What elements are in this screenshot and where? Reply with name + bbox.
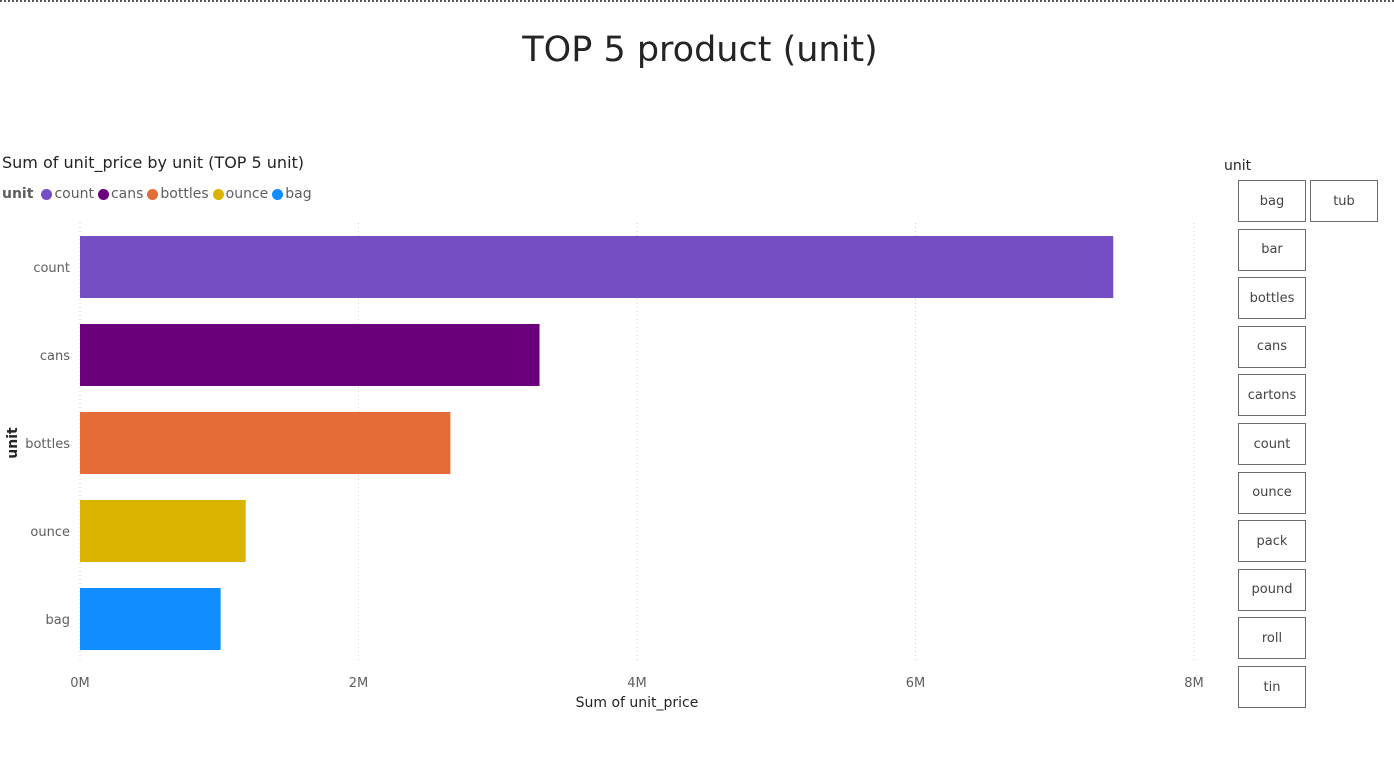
bar-chart: 0M 2M 4M 6M 8M count cans bottles ounce bag Sum of… <box>5 223 1204 711</box>
legend-item-ounce[interactable]: ounce <box>212 186 269 202</box>
slicer-item-ounce[interactable]: ounce <box>1238 471 1306 514</box>
y-tick-label: cans <box>40 349 70 364</box>
slicer-item-pound[interactable]: pound <box>1238 568 1306 611</box>
legend-marker-icon <box>272 188 284 200</box>
legend-item-bottles[interactable]: bottles <box>147 186 209 202</box>
slicer-item-cans[interactable]: cans <box>1238 325 1306 368</box>
x-axis-title: Sum of unit_price <box>576 695 699 711</box>
legend-label: cans <box>110 186 144 202</box>
legend-marker-icon <box>147 188 159 200</box>
x-tick-label: 6M <box>906 676 926 691</box>
slicer-item-tub[interactable]: tub <box>1310 180 1378 222</box>
x-tick-label: 2M <box>349 676 369 691</box>
slicer-item-tin[interactable]: tin <box>1238 666 1306 708</box>
slicer-item-roll[interactable]: roll <box>1238 617 1306 660</box>
bar-count[interactable] <box>80 236 1114 298</box>
legend-marker-icon <box>41 188 53 200</box>
legend-marker-icon <box>212 188 224 200</box>
x-tick-label: 0M <box>70 676 90 691</box>
page-top-border <box>0 0 1394 2</box>
y-axis-title: unit <box>5 427 21 459</box>
y-tick-label: bottles <box>25 437 70 452</box>
chart-title: Sum of unit_price by unit (TOP 5 unit) <box>2 153 305 172</box>
legend-title: unit <box>2 186 34 202</box>
page-title: TOP 5 product (unit) <box>522 30 878 70</box>
x-tick-label: 8M <box>1184 676 1204 691</box>
legend-label: bag <box>285 186 312 202</box>
bar-ounce[interactable] <box>80 500 246 562</box>
slicer-title: unit <box>1224 158 1252 174</box>
bar-bottles[interactable] <box>80 412 451 474</box>
slicer-item-bottles[interactable]: bottles <box>1238 277 1306 320</box>
slicer-item-cartons[interactable]: cartons <box>1238 374 1306 417</box>
legend-marker-icon <box>97 188 109 200</box>
legend-label: ounce <box>225 186 269 202</box>
chart-legend: unit count cans bottles ounce bag <box>2 186 316 202</box>
legend-item-bag[interactable]: bag <box>272 186 312 202</box>
y-tick-label: ounce <box>30 525 70 540</box>
slicer-item-count[interactable]: count <box>1238 423 1306 465</box>
slicer-item-bar[interactable]: bar <box>1238 228 1306 271</box>
legend-item-count[interactable]: count <box>41 186 94 202</box>
legend-item-cans[interactable]: cans <box>97 186 144 202</box>
y-tick-label: count <box>33 261 70 276</box>
bar-bag[interactable] <box>80 588 221 650</box>
legend-label: bottles <box>160 186 209 202</box>
x-tick-label: 4M <box>627 676 647 691</box>
legend-label: count <box>54 186 94 202</box>
slicer-item-pack[interactable]: pack <box>1238 520 1306 563</box>
y-tick-label: bag <box>46 613 70 628</box>
bar-cans[interactable] <box>80 324 540 386</box>
slicer-item-bag[interactable]: bag <box>1238 180 1306 222</box>
